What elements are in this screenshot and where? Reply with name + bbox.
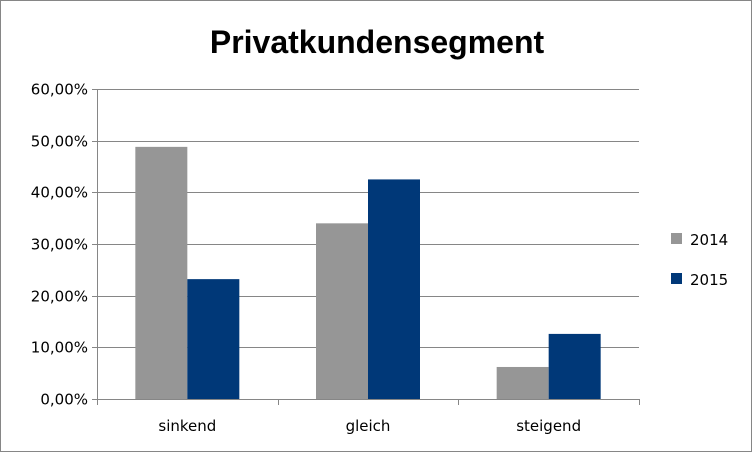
- legend-swatch-2014: [671, 233, 682, 244]
- chart-title: Privatkundensegment: [210, 24, 545, 60]
- y-tick-label: 0,00%: [40, 391, 88, 409]
- y-tick-label: 50,00%: [31, 133, 88, 151]
- legend-label-2015: 2015: [690, 271, 728, 289]
- y-tick-label: 20,00%: [31, 288, 88, 306]
- bar-2014-gleich: [316, 223, 368, 399]
- y-tick-label: 30,00%: [31, 236, 88, 254]
- y-tick-label: 40,00%: [31, 184, 88, 202]
- bar-2015-sinkend: [187, 279, 240, 399]
- legend: 2014 2015: [671, 231, 728, 289]
- bar-2015-gleich: [368, 179, 420, 399]
- x-tick-label: gleich: [346, 417, 391, 435]
- y-axis-tick-labels: 0,00% 10,00% 20,00% 30,00% 40,00% 50,00% 60,00…: [31, 81, 88, 409]
- bar-2015-steigend: [548, 333, 601, 399]
- x-tick-label: steigend: [516, 417, 581, 435]
- axes: [97, 89, 640, 405]
- y-tick-label: 10,00%: [31, 339, 88, 357]
- legend-label-2014: 2014: [690, 231, 728, 249]
- bar-2014-steigend: [496, 366, 549, 399]
- bar-2014-sinkend: [135, 146, 188, 399]
- y-tick-label: 60,00%: [31, 81, 88, 99]
- x-axis-tick-labels: sinkend gleich steigend: [158, 417, 581, 435]
- bars: [135, 146, 601, 399]
- legend-swatch-2015: [671, 273, 682, 284]
- x-tick-label: sinkend: [158, 417, 216, 435]
